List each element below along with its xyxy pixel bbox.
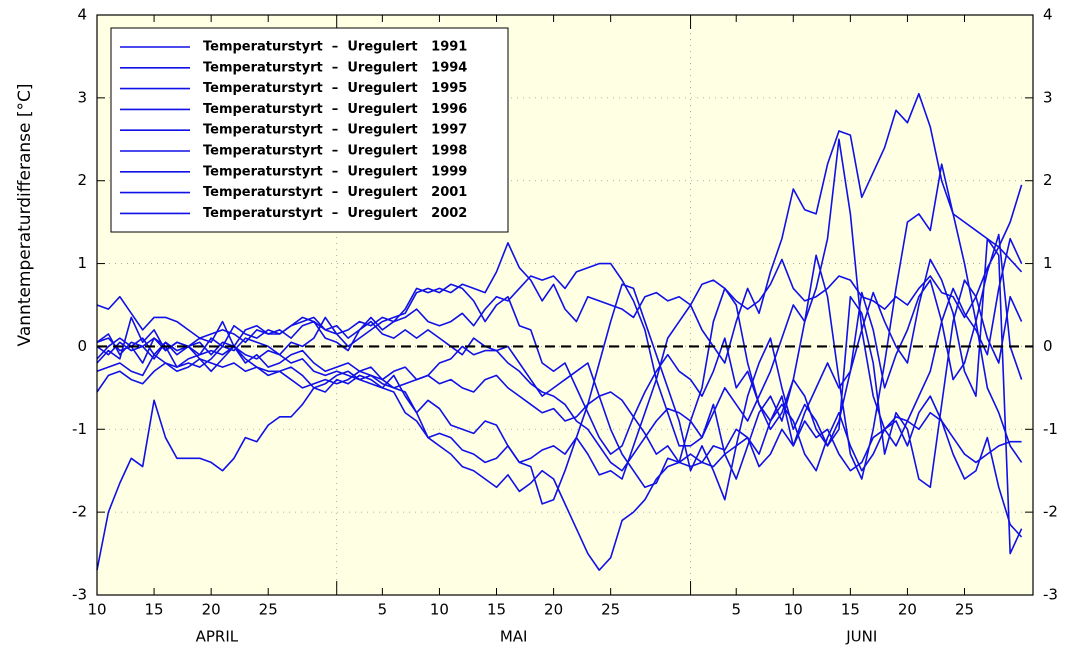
y2-tick-label: 3	[1043, 88, 1053, 106]
series-line	[96, 92, 1023, 480]
y-axis-label: Vanntemperaturdifferanse [°C]	[15, 84, 35, 347]
series-line	[96, 233, 1023, 480]
y-tick-label: -1	[72, 420, 87, 438]
series-line	[96, 138, 1023, 472]
legend-label: Temperaturstyrt – Uregulert 1997	[203, 123, 467, 138]
x-tick-label: 25	[259, 601, 278, 619]
y2-tick-label: 2	[1043, 171, 1053, 189]
month-label: MAI	[500, 628, 528, 646]
y2-tick-label: -3	[1043, 586, 1058, 604]
x-tick-label: 15	[487, 601, 506, 619]
x-tick-label: 25	[601, 601, 620, 619]
x-tick-label: 5	[731, 601, 741, 619]
x-tick-label: 10	[430, 601, 449, 619]
series-line	[96, 279, 1023, 505]
legend-label: Temperaturstyrt – Uregulert 1998	[203, 144, 467, 159]
x-tick-label: 15	[841, 601, 860, 619]
legend-label: Temperaturstyrt – Uregulert 1991	[203, 40, 467, 55]
y2-tick-label: -1	[1043, 420, 1058, 438]
legend-label: Temperaturstyrt – Uregulert 1996	[203, 102, 467, 117]
y-tick-label: 4	[77, 6, 87, 24]
y-tick-label: -3	[72, 586, 87, 604]
y2-tick-label: -2	[1043, 503, 1058, 521]
y2-tick-label: 4	[1043, 6, 1053, 24]
legend-label: Temperaturstyrt – Uregulert 1995	[203, 81, 467, 96]
x-tick-label: 25	[955, 601, 974, 619]
plot-frame	[96, 14, 1034, 596]
x-tick-label: 20	[202, 601, 221, 619]
month-label: APRIL	[196, 628, 239, 646]
y-tick-label: -2	[72, 503, 87, 521]
series-line	[96, 163, 1023, 489]
y-tick-label: 3	[77, 88, 87, 106]
x-tick-label: 20	[898, 601, 917, 619]
legend: Temperaturstyrt – Uregulert 1991 Temperat…	[120, 40, 467, 221]
y2-tick-label: 0	[1043, 337, 1053, 355]
series-lines	[96, 92, 1033, 571]
axes: -3 -3 -2 -2 -1 -1 0 0 1 1 2 2 3 3 4 4 10 15 20 25 5 10 15 20 25 5…	[72, 6, 1058, 646]
legend-label: Temperaturstyrt – Uregulert 1994	[203, 60, 467, 75]
series-line	[96, 374, 1022, 571]
series-line	[96, 345, 1023, 538]
x-tick-label: 10	[87, 601, 106, 619]
month-label: JUNI	[845, 628, 877, 646]
x-tick-label: 10	[784, 601, 803, 619]
y-tick-label: 1	[77, 254, 87, 272]
x-tick-label: 15	[145, 601, 164, 619]
x-tick-label: 5	[378, 601, 388, 619]
legend-label: Temperaturstyrt – Uregulert 2001	[203, 185, 467, 200]
x-tick-label: 20	[544, 601, 563, 619]
legend-label: Temperaturstyrt – Uregulert 1999	[203, 164, 467, 179]
y-tick-label: 0	[77, 337, 87, 355]
y-tick-label: 2	[77, 171, 87, 189]
y2-tick-label: 1	[1043, 254, 1053, 272]
legend-label: Temperaturstyrt – Uregulert 2002	[203, 206, 467, 221]
